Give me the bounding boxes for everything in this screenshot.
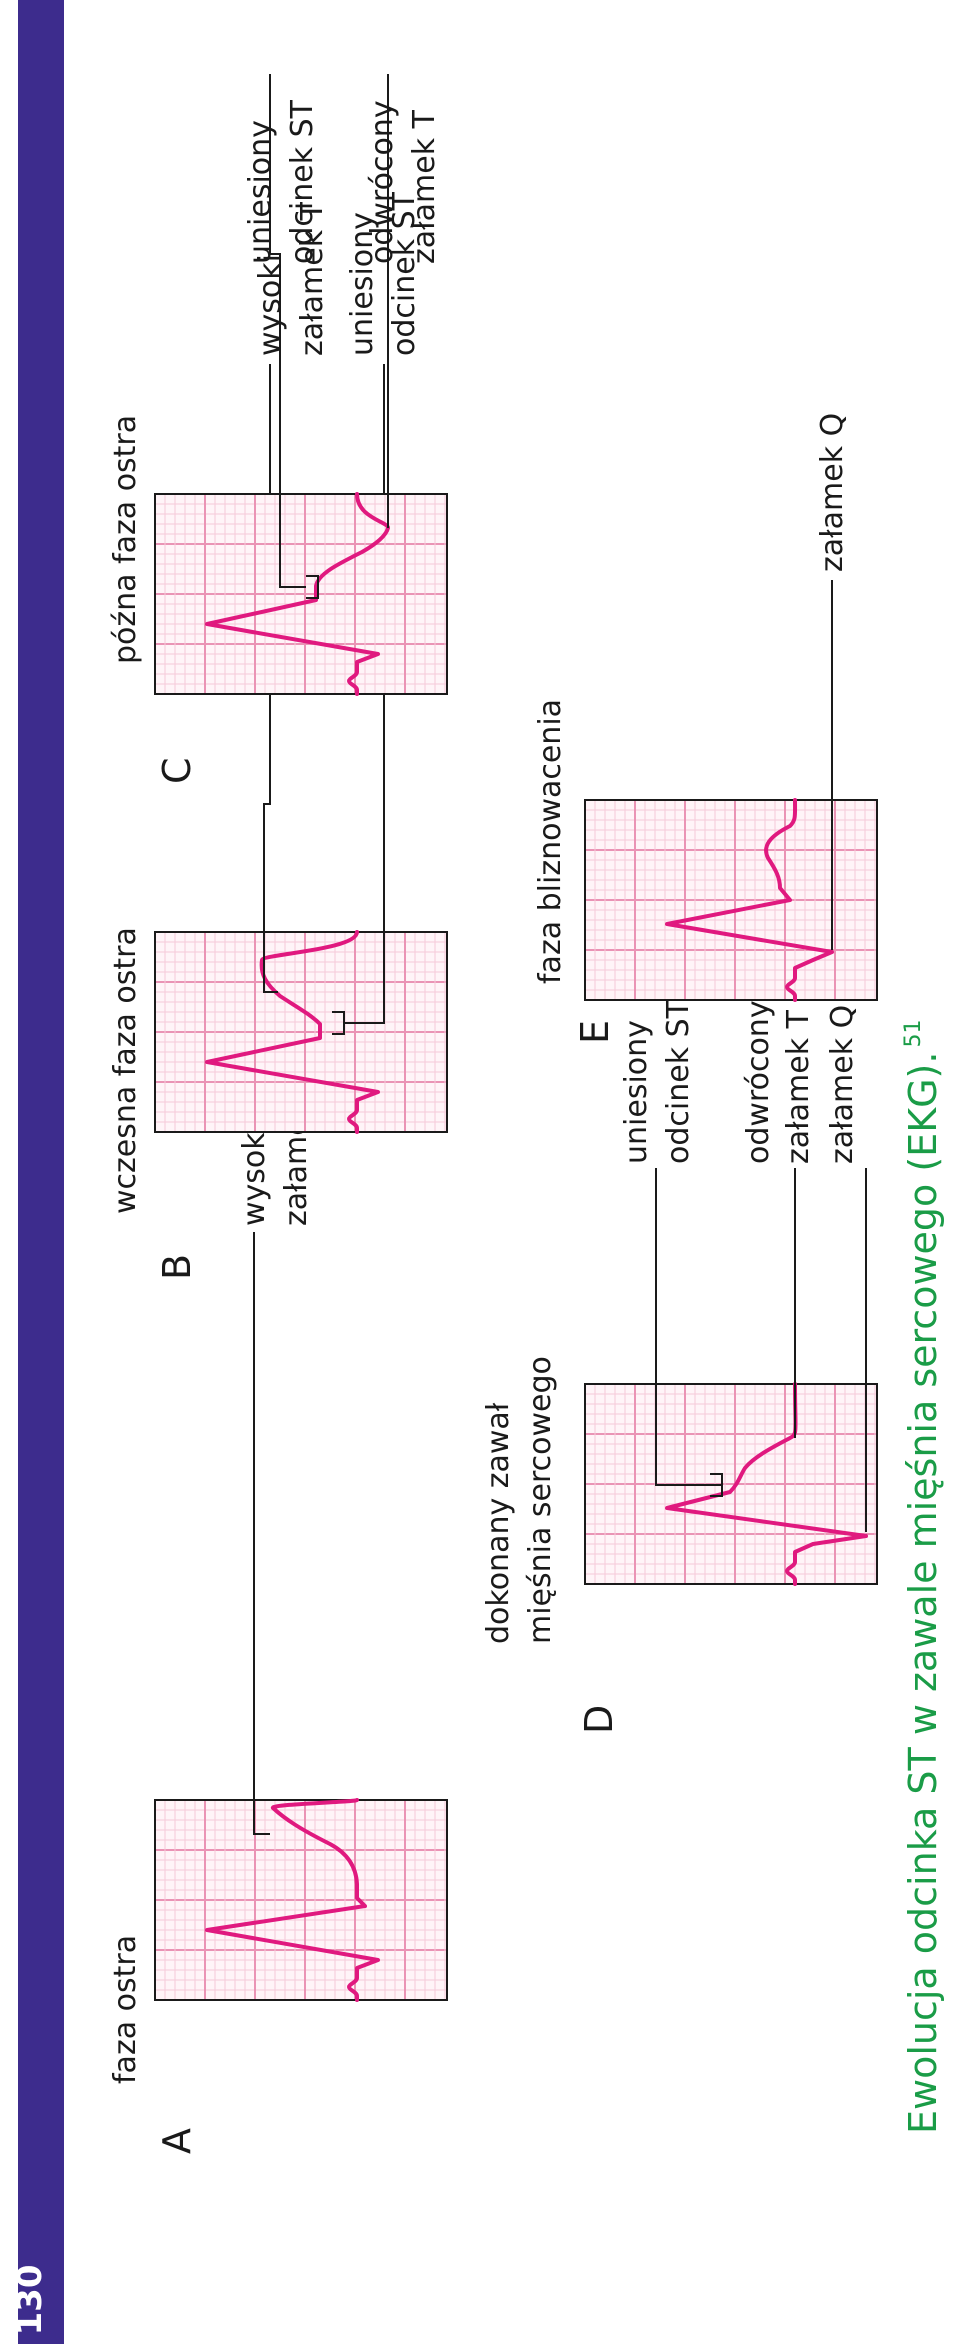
panel-d-annotation-t-line2: załamek T	[781, 1009, 816, 1164]
panel-e-ecg-trace	[665, 798, 834, 1002]
panel-a-annotation-t-line1: wysoki	[237, 1124, 272, 1226]
figure-caption-footnote: 51	[901, 1020, 926, 1048]
panel-d-annotation-q: załamek Q	[825, 1005, 860, 1164]
panel-d-ecg-trace	[665, 1382, 868, 1586]
panel-d-annotation-st-line1: uniesiony	[619, 1020, 654, 1164]
page-number-tab	[18, 2244, 64, 2344]
panel-b-annotation-t-line1: wysoki	[253, 254, 288, 356]
panel-c: C późna faza ostra uniesiony odcinek ST …	[108, 74, 448, 784]
panel-c-grid	[155, 494, 447, 694]
panel-e: E faza bliznowacenia załamek Q	[533, 413, 878, 1044]
panel-a-leader-t	[253, 1232, 270, 1835]
panel-b-annotation-t-line2: załamek T	[295, 201, 330, 356]
panel-b-title: wczesna faza ostra	[108, 927, 143, 1214]
panel-b-frame	[154, 931, 448, 1133]
panel-b-annotation-st-line1: uniesiony	[345, 212, 380, 356]
rotated-content: A faza ostra wysoki załamek T B wczesna …	[108, 74, 945, 2154]
panel-c-leader-st	[269, 74, 281, 560]
panel-e-grid	[585, 800, 877, 1000]
panel-a-ecg-trace	[205, 1798, 380, 2002]
panel-c-title: późna faza ostra	[108, 415, 143, 664]
panel-d-annotation-t-line1: odwrócony	[741, 1000, 776, 1164]
panel-c-annotation-t-line1: odwrócony	[365, 100, 400, 264]
panel-b: B wczesna faza ostra wysoki załamek T un…	[108, 191, 448, 1280]
panel-b-ecg-trace	[205, 930, 380, 1134]
panel-e-annotation-q: załamek Q	[815, 413, 850, 572]
panel-a: A faza ostra wysoki załamek T	[108, 1071, 448, 2154]
panel-d-letter: D	[577, 1705, 621, 1734]
panel-c-letter: C	[155, 757, 199, 784]
panel-c-st-bracket	[279, 560, 319, 599]
panel-b-st-bracket	[332, 992, 385, 1035]
panel-d-st-bracket	[655, 1464, 723, 1497]
panel-d-title-line1: dokonany zawał	[481, 1402, 516, 1644]
page-number: 130	[10, 2265, 50, 2336]
panel-e-title: faza bliznowacenia	[533, 699, 568, 984]
panel-b-letter: B	[155, 1254, 199, 1280]
panel-c-annotation-st-line2: odcinek ST	[285, 99, 320, 264]
panel-c-frame	[154, 493, 448, 695]
panel-a-letter: A	[155, 2128, 199, 2154]
sidebar-band	[18, 0, 64, 2344]
panel-d-title-line2: mięśnia sercowego	[523, 1356, 558, 1644]
panel-b-annotation-st-line2: odcinek ST	[387, 191, 422, 356]
figure-caption: Ewolucja odcinka ST w zawale mięśnia ser…	[901, 1020, 945, 2134]
panel-a-frame	[154, 1799, 448, 2001]
panel-e-letter: E	[573, 1020, 617, 1044]
panel-d: D dokonany zawał mięśnia sercowego unies…	[481, 999, 878, 1734]
panel-d-annotation-st-line2: odcinek ST	[661, 999, 696, 1164]
panel-b-grid	[155, 932, 447, 1132]
panel-d-grid	[585, 1384, 877, 1584]
panel-d-frame	[584, 1383, 878, 1585]
panel-c-annotation-st-line1: uniesiony	[243, 120, 278, 264]
panel-e-frame	[584, 799, 878, 1001]
panel-a-grid	[155, 1800, 447, 2000]
panel-c-annotation-t-line2: załamek T	[407, 109, 442, 264]
figure-caption-text: Ewolucja odcinka ST w zawale mięśnia ser…	[901, 1052, 945, 2134]
panel-a-title: faza ostra	[108, 1935, 143, 2084]
